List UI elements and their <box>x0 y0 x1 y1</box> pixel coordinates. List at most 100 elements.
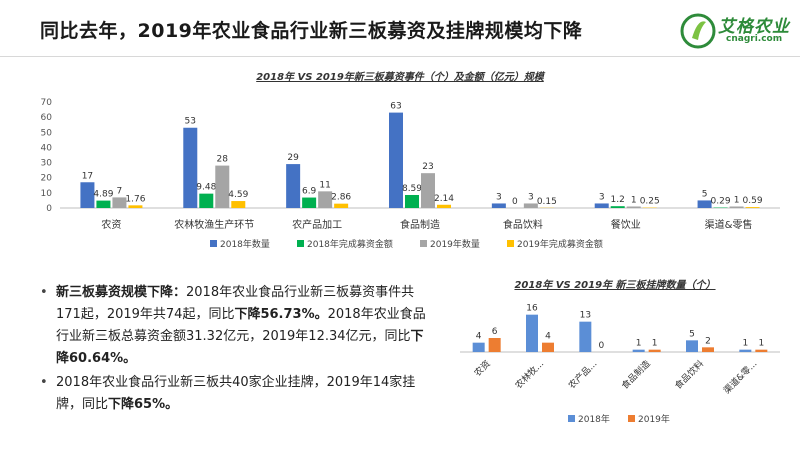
chart1-data-label: 29 <box>287 153 299 163</box>
chart2-bar <box>739 349 752 352</box>
chart1-data-label: 17 <box>82 171 93 181</box>
chart1-data-label: 23 <box>422 162 433 172</box>
chart1-bar <box>183 127 198 208</box>
chart1-data-label: 3 <box>528 192 534 202</box>
chart1-legend-swatch <box>210 240 217 247</box>
chart2-data-label: 4 <box>545 332 551 342</box>
chart1-title: 2018年 VS 2019年新三板募资事件（个）及金额（亿元）规模 <box>256 71 546 83</box>
bullet-funding-lead: 新三板募资规模下降： <box>56 285 187 300</box>
chart1-y-tick: 20 <box>41 174 53 184</box>
chart1-bar <box>437 204 451 208</box>
chart1-data-label: 6.9 <box>302 187 317 197</box>
chart1-legend-label: 2019年完成募资金额 <box>517 238 603 250</box>
chart1-bar <box>215 165 230 208</box>
chart2-data-label: 1 <box>636 339 642 349</box>
chart1-data-label: 53 <box>185 117 196 127</box>
chart1-legend-label: 2019年数量 <box>430 238 480 250</box>
chart1-data-label: 1.2 <box>611 195 625 205</box>
chart1-y-tick: 0 <box>46 204 52 214</box>
chart1-data-label: 1.76 <box>125 194 145 204</box>
chart2-x-label: 渠道&零... <box>721 358 760 397</box>
chart1-data-label: 9.48 <box>196 183 216 193</box>
chart1-bar <box>302 197 317 208</box>
chart2-x-label: 农林牧... <box>512 358 546 392</box>
bullet-listing-highlight: 下降65%。 <box>108 397 179 412</box>
chart1-x-label: 农资 <box>101 218 121 231</box>
chart1-y-tick: 10 <box>41 189 53 199</box>
chart2-bar <box>472 342 485 352</box>
chart2-x-label: 食品制造 <box>619 358 653 392</box>
chart2-bar <box>632 349 645 352</box>
chart1-data-label: 4.89 <box>93 190 113 200</box>
chart1-y-tick: 60 <box>41 113 53 123</box>
chart2-data-label: 5 <box>689 329 695 339</box>
chart2-data-label: 4 <box>476 332 482 342</box>
funding-bar-chart: 2018年 VS 2019年新三板募资事件（个）及金额（亿元）规模0102030… <box>41 71 780 250</box>
chart2-bar <box>542 342 554 352</box>
chart1-legend-label: 2018年完成募资金额 <box>307 238 393 250</box>
logo-url: cnagri.com <box>726 34 783 44</box>
chart1-bar <box>96 200 111 208</box>
bullet-listing-text: 2018年农业食品行业新三板共40家企业挂牌，2019年14家挂牌，同比 <box>56 375 416 412</box>
chart1-bar <box>523 203 538 208</box>
chart1-data-label: 0 <box>512 197 518 207</box>
chart1-bar <box>334 203 349 208</box>
bullet-listing: 2018年农业食品行业新三板共40家企业挂牌，2019年14家挂牌，同比下降65… <box>38 372 428 416</box>
chart1-data-label: 11 <box>319 180 330 190</box>
logo-leaf-icon <box>692 21 706 40</box>
chart2-legend-swatch <box>628 415 635 422</box>
chart1-data-label: 0.25 <box>640 197 660 207</box>
logo-ring-icon <box>680 13 716 49</box>
chart1-bar <box>405 194 419 208</box>
chart1-bar <box>231 201 246 208</box>
chart1-bar <box>745 207 760 208</box>
chart1-x-label: 餐饮业 <box>611 218 641 231</box>
chart1-y-tick: 40 <box>41 143 53 153</box>
chart2-bar <box>648 349 661 352</box>
chart1-legend-label: 2018年数量 <box>220 238 270 250</box>
chart1-data-label: 0.59 <box>743 196 763 206</box>
chart1-bar <box>697 200 712 208</box>
chart2-bar <box>488 338 501 352</box>
chart2-bar <box>755 349 768 352</box>
bullet-funding-highlight-1: 下降56.73%。 <box>234 307 328 322</box>
chart2-bar <box>526 314 538 352</box>
chart1-legend-swatch <box>420 240 427 247</box>
chart2-title: 2018年 VS 2019年 新三板挂牌数量（个） <box>514 279 715 291</box>
chart1-data-label: 7 <box>117 186 123 196</box>
bullet-funding-highlight-2: 下降60.64%。 <box>56 329 424 366</box>
chart1-data-label: 3 <box>496 192 502 202</box>
chart1-y-tick: 50 <box>41 128 53 138</box>
listing-bar-chart: 2018年 VS 2019年 新三板挂牌数量（个）农资4 6农林牧...164农产… <box>460 279 780 425</box>
chart2-data-label: 16 <box>526 304 538 314</box>
chart1-bar <box>594 203 609 208</box>
chart1-x-label: 食品制造 <box>400 218 440 231</box>
bullet-funding-text-2: 2018年农业食品行业新三板总募资金额31.32亿元，2019年12.34亿元，… <box>56 307 426 344</box>
chart1-data-label: 28 <box>217 155 229 165</box>
chart2-data-label: 13 <box>580 311 591 321</box>
chart1-bar <box>626 206 641 208</box>
chart2-data-label: 2 <box>705 336 711 346</box>
bullet-funding: 新三板募资规模下降：2018年农业食品行业新三板募资事件共171起，2019年共… <box>38 282 428 370</box>
chart1-data-label: 8.59 <box>402 184 422 194</box>
chart1-data-label: 2.86 <box>331 193 351 203</box>
chart1-legend-swatch <box>507 240 514 247</box>
chart2-bar <box>686 340 698 352</box>
chart1-data-label: 63 <box>390 102 401 112</box>
chart2-data-label: 6 <box>492 327 498 337</box>
chart2-data-label: 0 <box>598 341 604 351</box>
chart2-legend-label: 2019年 <box>638 413 670 425</box>
chart1-bar <box>80 182 95 208</box>
chart1-x-label: 食品饮料 <box>503 218 543 231</box>
chart1-bar <box>729 206 744 208</box>
chart1-y-tick: 30 <box>41 159 53 169</box>
chart1-data-label: 4.59 <box>228 190 248 200</box>
chart1-bar <box>421 173 435 208</box>
chart2-x-label: 食品饮料 <box>672 358 706 392</box>
chart1-bar <box>610 206 625 208</box>
chart2-legend-label: 2018年 <box>578 413 610 425</box>
chart1-data-label: 2.14 <box>434 194 454 204</box>
chart1-bar <box>199 193 214 208</box>
chart2-data-label: 1 <box>742 339 748 349</box>
chart2-legend-swatch <box>568 415 575 422</box>
